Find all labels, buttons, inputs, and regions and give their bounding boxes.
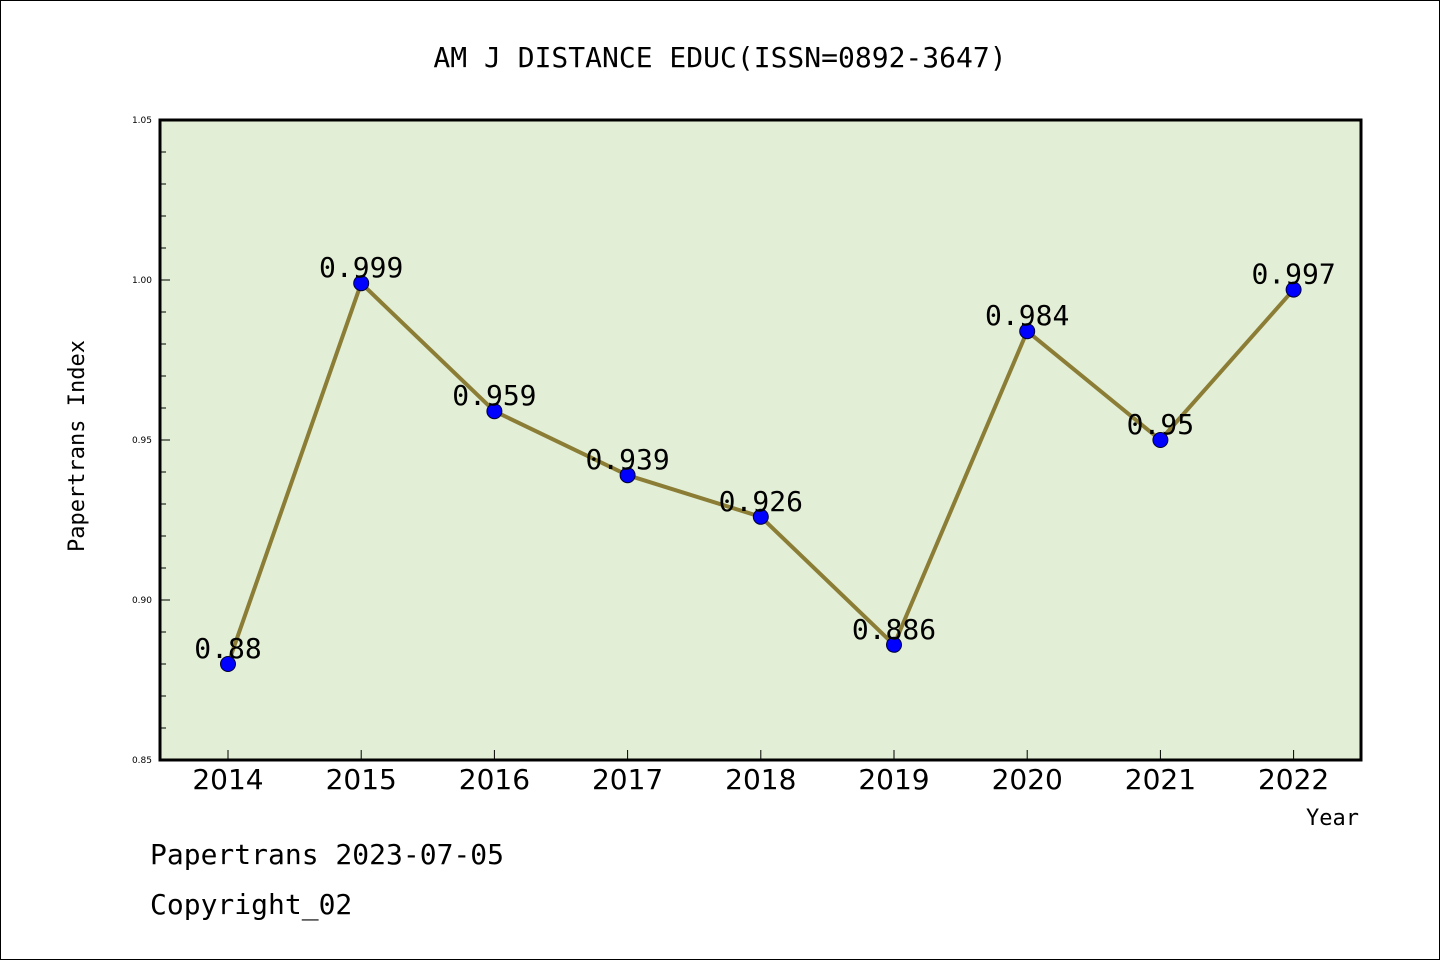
x-tick-label: 2017 <box>592 763 663 796</box>
y-axis: 0.85 0.90 0.95 1.00 1.05 <box>132 116 170 766</box>
data-label: 0.939 <box>585 443 669 476</box>
y-axis-label: Papertrans Index <box>65 340 90 552</box>
data-label: 0.999 <box>319 251 403 284</box>
data-label: 0.926 <box>719 485 803 518</box>
x-axis-label: Year <box>1306 806 1359 831</box>
footer-date: Papertrans 2023-07-05 <box>150 838 504 871</box>
y-tick-label: 0.90 <box>132 596 152 606</box>
x-axis: 2014 2015 2016 2017 2018 2019 2020 2021 2022 <box>192 750 1329 796</box>
data-point <box>1019 323 1036 340</box>
data-point <box>1152 432 1169 448</box>
x-tick-label: 2022 <box>1258 763 1329 796</box>
data-point <box>486 403 503 420</box>
chart-title: AM J DISTANCE EDUC(ISSN=0892-3647) <box>433 41 1006 74</box>
x-tick-label: 2021 <box>1125 763 1196 796</box>
data-label: 0.984 <box>985 299 1069 332</box>
y-tick-label: 1.00 <box>132 276 152 286</box>
data-point <box>752 508 769 525</box>
data-point <box>1285 281 1302 298</box>
data-point <box>619 467 636 484</box>
data-label: 0.997 <box>1251 258 1335 291</box>
data-point <box>220 656 236 672</box>
footer-copyright: Copyright_02 <box>150 888 352 922</box>
data-point <box>886 636 902 653</box>
data-label: 0.88 <box>194 632 261 665</box>
x-tick-label: 2016 <box>459 763 530 796</box>
data-label: 0.959 <box>452 379 536 412</box>
x-tick-label: 2014 <box>192 763 263 796</box>
data-point <box>353 275 370 292</box>
x-tick-label: 2019 <box>858 763 929 796</box>
x-tick-label: 2018 <box>725 763 796 796</box>
data-labels: 0.88 0.999 0.959 0.939 0.926 0.886 0.984 0.95 0.… <box>194 251 1335 665</box>
data-label: 0.95 <box>1127 408 1194 441</box>
data-label: 0.886 <box>852 613 936 646</box>
y-tick-label: 1.05 <box>132 116 152 126</box>
y-tick-label: 0.85 <box>132 756 152 766</box>
series-markers <box>220 275 1302 672</box>
x-tick-label: 2015 <box>326 763 397 796</box>
y-tick-label: 0.95 <box>132 436 152 446</box>
x-tick-label: 2020 <box>992 763 1063 796</box>
